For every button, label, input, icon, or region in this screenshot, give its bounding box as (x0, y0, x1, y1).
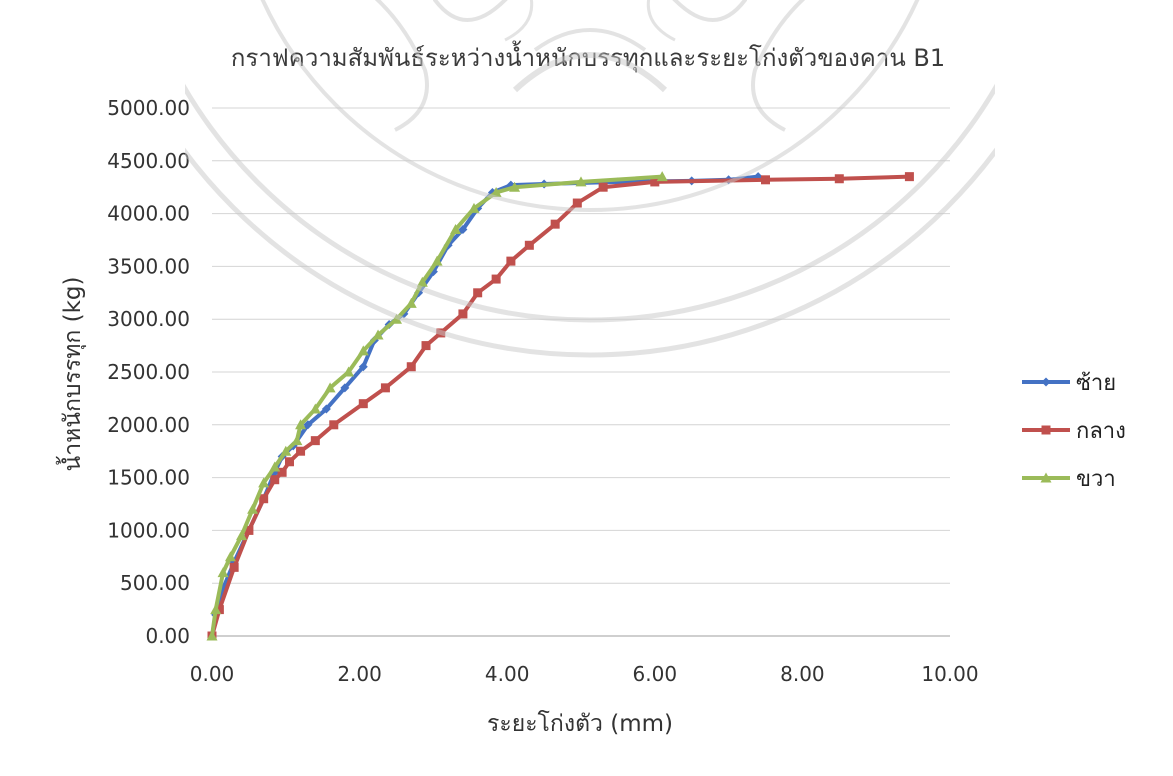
data-point (575, 176, 587, 187)
data-point (269, 461, 281, 472)
x-axis-title: ระยะโก่งตัว (mm) (487, 710, 673, 737)
legend-item: ซ้าย (1022, 371, 1116, 396)
y-tick-label: 1000.00 (107, 518, 190, 542)
data-point (405, 297, 417, 308)
data-point (1041, 425, 1051, 435)
data-point (656, 171, 668, 182)
x-tick-label: 10.00 (921, 662, 978, 686)
data-point (277, 467, 287, 477)
university-seal-watermark (105, 0, 1075, 380)
data-point (650, 177, 660, 187)
data-point (206, 630, 218, 641)
x-tick-label: 4.00 (485, 662, 530, 686)
data-point (291, 435, 303, 446)
data-point (343, 366, 355, 377)
data-point (247, 503, 259, 514)
data-point (295, 419, 307, 430)
data-point (329, 420, 339, 430)
data-point (572, 198, 582, 208)
data-point (598, 182, 608, 192)
series-line (210, 174, 912, 638)
data-point (357, 345, 369, 356)
data-point (358, 399, 368, 409)
data-point (550, 219, 560, 229)
legend-item: กลาง (1022, 419, 1126, 444)
legend-label: ขวา (1076, 467, 1116, 492)
x-axis-ticks: 0.00 2.00 4.00 6.00 8.00 10.00 (190, 662, 979, 686)
y-axis-title: น้ำหนักบรรทุก (kg) (56, 276, 86, 471)
data-point (509, 181, 521, 192)
data-point (280, 445, 292, 456)
legend-item: ขวา (1022, 467, 1116, 492)
x-tick-label: 0.00 (190, 662, 235, 686)
data-point (431, 255, 443, 266)
data-point (1041, 377, 1051, 387)
y-tick-label: 1500.00 (107, 466, 190, 490)
y-tick-label: 3000.00 (107, 307, 190, 331)
x-tick-label: 8.00 (780, 662, 825, 686)
data-point (296, 446, 306, 456)
y-tick-label: 5000.00 (107, 96, 190, 120)
data-point (310, 436, 320, 446)
data-point (244, 525, 254, 535)
data-point (468, 202, 480, 213)
y-tick-label: 0.00 (145, 624, 190, 648)
x-tick-label: 2.00 (337, 662, 382, 686)
data-point (834, 174, 844, 184)
data-point (214, 605, 224, 615)
data-point (1040, 472, 1052, 483)
data-point (490, 186, 502, 197)
data-point (217, 567, 229, 578)
legend-label: ซ้าย (1076, 371, 1116, 396)
data-point (340, 383, 350, 393)
data-point (224, 551, 236, 562)
data-point (491, 274, 501, 284)
legend-label: กลาง (1076, 419, 1126, 444)
data-point (473, 288, 483, 298)
data-point (236, 530, 248, 541)
data-point (259, 494, 269, 504)
data-point (324, 382, 336, 393)
data-point (524, 240, 534, 250)
data-point (284, 457, 294, 467)
data-point (421, 341, 431, 351)
data-point (416, 276, 428, 287)
y-tick-label: 4000.00 (107, 202, 190, 226)
data-point (258, 477, 270, 488)
data-point (458, 309, 468, 319)
data-point (372, 329, 384, 340)
y-tick-label: 500.00 (120, 571, 190, 595)
y-axis-ticks: 0.00 500.00 1000.00 1500.00 2000.00 2500.00 30… (107, 96, 190, 648)
data-point (904, 172, 914, 182)
x-tick-label: 6.00 (633, 662, 678, 686)
data-point (321, 404, 331, 414)
data-point (406, 362, 416, 372)
data-point (229, 562, 239, 572)
data-point (210, 604, 222, 615)
y-tick-label: 3500.00 (107, 254, 190, 278)
data-point (761, 175, 770, 185)
data-point (358, 362, 368, 372)
data-point (309, 403, 321, 414)
data-point (450, 223, 462, 234)
data-point (506, 256, 516, 266)
data-point (270, 475, 280, 485)
y-tick-label: 4500.00 (107, 149, 190, 173)
data-point (303, 420, 313, 430)
y-tick-label: 2500.00 (107, 360, 190, 384)
y-tick-label: 2000.00 (107, 413, 190, 437)
data-point (458, 224, 468, 234)
data-point (380, 383, 390, 393)
